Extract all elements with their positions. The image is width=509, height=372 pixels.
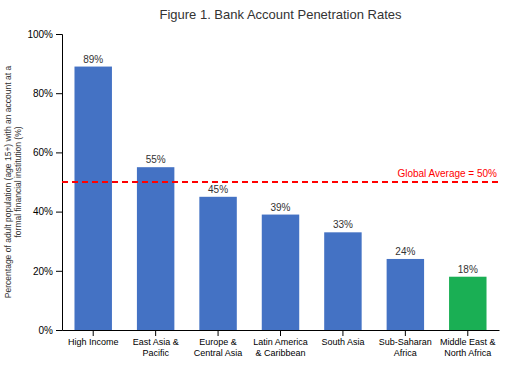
y-tick: 20% bbox=[33, 266, 62, 277]
x-tick-label-line: Central Asia bbox=[194, 348, 243, 358]
bar bbox=[199, 197, 236, 330]
y-tick: 60% bbox=[33, 147, 62, 158]
data-label: 89% bbox=[83, 54, 103, 65]
x-tick-label-line: Pacific bbox=[142, 348, 169, 358]
x-tick-mark bbox=[405, 330, 406, 336]
x-tick-label-line: South Asia bbox=[321, 337, 364, 347]
x-tick-label-line: & Caribbean bbox=[255, 348, 305, 358]
data-label: 55% bbox=[146, 154, 166, 165]
y-axis-title-line: Percentage of adult population (age 15+)… bbox=[3, 66, 13, 299]
x-tick-mark bbox=[280, 330, 281, 336]
chart: 0% 20% 40% 60% 80% 100% High Income East Asia &… bbox=[0, 0, 509, 372]
y-tick-mark bbox=[56, 330, 62, 331]
data-label: 33% bbox=[333, 219, 353, 230]
x-tick-label-line: Africa bbox=[394, 348, 417, 358]
x-tick-label-line: Middle East & bbox=[440, 337, 496, 347]
x-tick-label-line: High Income bbox=[68, 337, 119, 347]
x-tick: Middle East &North Africa bbox=[440, 330, 496, 358]
bar bbox=[324, 232, 361, 330]
y-tick: 0% bbox=[39, 325, 62, 336]
x-tick-label-line: North Africa bbox=[444, 348, 491, 358]
plot-area bbox=[62, 67, 499, 330]
bar bbox=[449, 277, 486, 330]
x-tick: Latin America& Caribbean bbox=[253, 330, 308, 358]
bar bbox=[387, 259, 424, 330]
x-tick-mark bbox=[342, 330, 343, 336]
reference-label: Global Average = 50% bbox=[397, 168, 497, 179]
x-axis: High Income East Asia &Pacific Europe &Cen… bbox=[63, 330, 500, 358]
y-tick-label: 100% bbox=[27, 29, 53, 40]
x-tick-label: Middle East &North Africa bbox=[440, 337, 496, 357]
x-tick: Sub-SaharanAfrica bbox=[379, 330, 432, 358]
y-tick-label: 60% bbox=[33, 147, 53, 158]
data-labels: 89% 55% 45% 39% 33% 24% 18% bbox=[83, 54, 478, 275]
data-label: 24% bbox=[395, 246, 415, 257]
x-tick-label: High Income bbox=[68, 337, 119, 347]
bar bbox=[74, 67, 111, 330]
x-tick-mark bbox=[467, 330, 468, 336]
y-tick-mark bbox=[56, 271, 62, 272]
y-tick-mark bbox=[56, 93, 62, 94]
y-tick-label: 80% bbox=[33, 88, 53, 99]
x-tick-mark bbox=[218, 330, 219, 336]
y-tick-label: 40% bbox=[33, 206, 53, 217]
bar bbox=[262, 215, 299, 330]
x-tick-label: Latin America& Caribbean bbox=[253, 337, 308, 357]
x-tick-mark bbox=[155, 330, 156, 336]
x-tick-label: Europe &Central Asia bbox=[194, 337, 243, 357]
x-tick-label: East Asia &Pacific bbox=[133, 337, 179, 357]
x-tick-label-line: East Asia & bbox=[133, 337, 179, 347]
x-tick-mark bbox=[93, 330, 94, 336]
y-tick-mark bbox=[56, 212, 62, 213]
y-tick: 100% bbox=[27, 29, 62, 40]
y-axis-title: Percentage of adult population (age 15+)… bbox=[3, 66, 23, 299]
x-tick-label-line: Europe & bbox=[199, 337, 237, 347]
x-tick: East Asia &Pacific bbox=[133, 330, 179, 358]
data-label: 39% bbox=[270, 202, 290, 213]
x-tick-label-line: Sub-Saharan bbox=[379, 337, 432, 347]
y-axis-title-line: formal financial institution (%) bbox=[13, 126, 23, 237]
y-tick-label: 20% bbox=[33, 266, 53, 277]
y-axis-line bbox=[56, 35, 63, 331]
bar bbox=[137, 167, 174, 330]
y-tick-label: 0% bbox=[39, 325, 54, 336]
y-tick: 80% bbox=[33, 88, 62, 99]
data-label: 18% bbox=[458, 264, 478, 275]
y-tick: 40% bbox=[33, 206, 62, 217]
y-axis: 0% 20% 40% 60% 80% 100% bbox=[27, 29, 62, 336]
x-tick: Europe &Central Asia bbox=[194, 330, 243, 358]
x-tick-label-line: Latin America bbox=[253, 337, 308, 347]
title: Figure 1. Bank Account Penetration Rates bbox=[159, 7, 402, 22]
reference-line bbox=[62, 181, 499, 183]
x-tick: South Asia bbox=[321, 330, 364, 347]
x-tick: High Income bbox=[68, 330, 119, 347]
x-tick-label: South Asia bbox=[321, 337, 364, 347]
data-label: 45% bbox=[208, 184, 228, 195]
y-tick-mark bbox=[56, 34, 62, 35]
x-tick-label: Sub-SaharanAfrica bbox=[379, 337, 432, 357]
y-tick-mark bbox=[56, 152, 62, 153]
